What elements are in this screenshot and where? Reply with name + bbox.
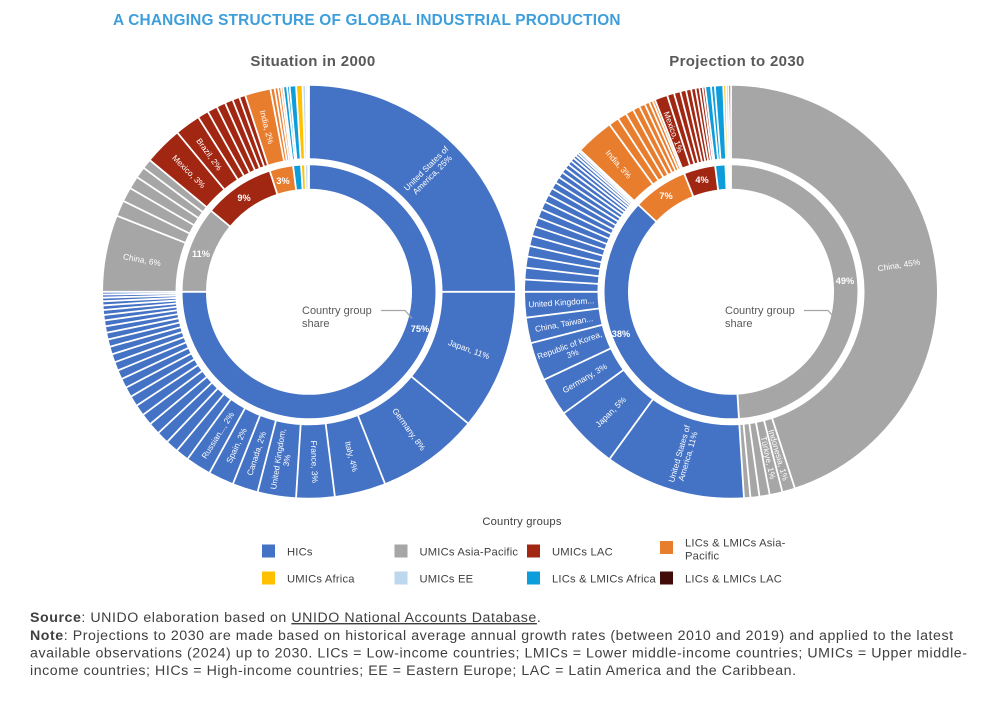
svg-text:Country group: Country group	[302, 305, 372, 317]
svg-text:UMICs EE: UMICs EE	[420, 574, 474, 586]
svg-text:11%: 11%	[192, 249, 210, 259]
svg-text:LICs & LMICs Asia-: LICs & LMICs Asia-	[685, 538, 786, 550]
svg-text:Situation in 2000: Situation in 2000	[250, 53, 375, 70]
svg-text:available observations (2024): available observations (2024) up to 2030…	[30, 646, 968, 662]
svg-text:LICs & LMICs Africa: LICs & LMICs Africa	[552, 574, 656, 586]
svg-text:income countries; HICs = High-: income countries; HICs = High-income cou…	[30, 663, 797, 679]
svg-text:3%: 3%	[276, 176, 289, 186]
svg-text:Country groups: Country groups	[482, 516, 561, 528]
svg-text:LICs & LMICs LAC: LICs & LMICs LAC	[685, 574, 782, 586]
svg-text:A CHANGING STRUCTURE OF GLOBAL: A CHANGING STRUCTURE OF GLOBAL INDUSTRIA…	[113, 12, 621, 29]
svg-text:49%: 49%	[836, 276, 854, 286]
svg-text:share: share	[725, 318, 753, 330]
svg-text:4%: 4%	[695, 175, 708, 185]
svg-text:UMICs LAC: UMICs LAC	[552, 547, 613, 559]
svg-text:7%: 7%	[659, 191, 672, 201]
svg-text:Pacific: Pacific	[685, 551, 720, 563]
svg-text:38%: 38%	[612, 329, 630, 339]
svg-text:Projection to 2030: Projection to 2030	[669, 53, 805, 70]
svg-text:France, 3%: France, 3%	[309, 440, 320, 483]
svg-text:9%: 9%	[237, 193, 250, 203]
svg-text:UMICs Africa: UMICs Africa	[287, 574, 355, 586]
svg-text:Country group: Country group	[725, 305, 795, 317]
svg-text:HICs: HICs	[287, 547, 313, 559]
svg-text:Source: UNIDO elaboration base: Source: UNIDO elaboration based on UNIDO…	[30, 610, 541, 626]
svg-text:UMICs Asia-Pacific: UMICs Asia-Pacific	[420, 547, 519, 559]
svg-text:share: share	[302, 318, 330, 330]
svg-text:Note: Projections to 2030 are: Note: Projections to 2030 are made based…	[30, 628, 954, 644]
svg-text:75%: 75%	[411, 324, 429, 334]
